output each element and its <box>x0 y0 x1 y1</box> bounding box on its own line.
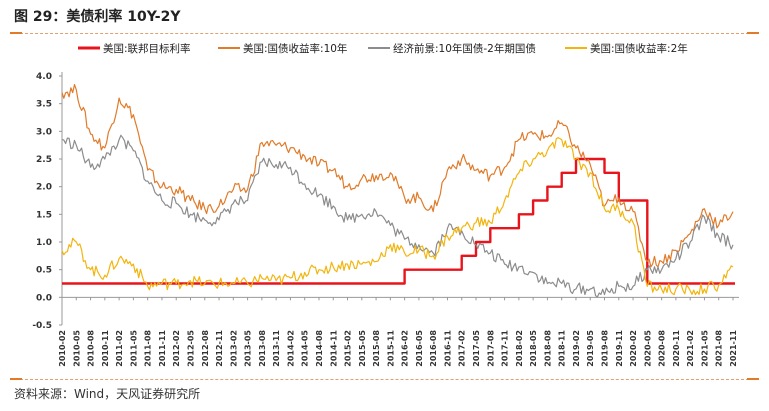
y-tick-label: -0.5 <box>32 321 52 331</box>
x-tick-label: 2011-02 <box>115 330 124 367</box>
legend-label-2: 经济前景:10年国债-2年期国债 <box>393 42 536 55</box>
x-tick-label: 2017-02 <box>458 330 467 367</box>
footer-corner-mark-right <box>747 378 759 380</box>
x-tick-label: 2012-05 <box>186 330 195 367</box>
x-tick-label: 2010-08 <box>87 330 96 367</box>
x-tick-label: 2011-11 <box>158 330 167 367</box>
x-tick-label: 2010-11 <box>101 330 110 367</box>
x-tick-label: 2017-11 <box>501 330 510 367</box>
y-axis: 4.0 3.5 3.0 2.5 2.0 1.5 1.0 0.5 0.0 -0.5 <box>32 72 63 331</box>
x-tick-label: 2010-02 <box>58 330 67 367</box>
source-note: 资料来源：Wind，天风证券研究所 <box>14 387 201 401</box>
y-tick-label: 2.5 <box>36 155 52 165</box>
x-tick-label: 2021-08 <box>715 330 724 367</box>
header-corner-mark-left <box>10 32 22 34</box>
x-tick-label: 2012-11 <box>215 330 224 367</box>
footer-corner-mark-left <box>10 378 22 380</box>
series-line-2 <box>61 134 734 298</box>
x-tick-label: 2013-08 <box>258 330 267 367</box>
y-tick-label: 0.5 <box>36 266 52 276</box>
x-tick-label: 2020-05 <box>643 330 652 367</box>
legend-label-1: 美国:国债收益率:10年 <box>243 42 347 55</box>
x-tick-label: 2013-11 <box>272 330 281 367</box>
x-tick-label: 2018-05 <box>529 330 538 367</box>
x-tick-label: 2010-05 <box>72 330 81 367</box>
x-tick-label: 2015-08 <box>372 330 381 367</box>
x-tick-label: 2013-02 <box>229 330 238 367</box>
series-line-3 <box>61 137 734 296</box>
y-tick-label: 0.0 <box>36 293 52 303</box>
x-tick-label: 2021-11 <box>729 330 738 367</box>
x-tick-label: 2016-02 <box>401 330 410 367</box>
header-divider <box>10 33 759 34</box>
x-tick-label: 2020-08 <box>658 330 667 367</box>
chart-legend: 美国:联邦目标利率 美国:国债收益率:10年 经济前景:10年国债-2年期国债 美国:… <box>78 42 688 55</box>
x-tick-label: 2016-11 <box>443 330 452 367</box>
series-line-1 <box>61 84 734 268</box>
x-tick-label: 2015-02 <box>344 330 353 367</box>
x-tick-label: 2014-11 <box>329 330 338 367</box>
y-tick-label: 3.5 <box>36 100 52 110</box>
x-tick-label: 2016-05 <box>415 330 424 367</box>
x-tick-label: 2011-05 <box>129 330 138 367</box>
y-tick-label: 4.0 <box>36 72 52 82</box>
series-line-0 <box>62 157 735 285</box>
x-tick-label: 2014-08 <box>315 330 324 367</box>
footer-divider <box>10 379 759 380</box>
legend-label-0: 美国:联邦目标利率 <box>103 42 191 55</box>
x-tick-label: 2011-08 <box>144 330 153 367</box>
x-tick-label: 2012-08 <box>201 330 210 367</box>
x-tick-label: 2018-02 <box>515 330 524 367</box>
x-tick-label: 2017-05 <box>472 330 481 367</box>
x-tick-label: 2017-08 <box>486 330 495 367</box>
x-tick-label: 2015-05 <box>358 330 367 367</box>
y-tick-label: 1.0 <box>36 238 52 248</box>
legend-label-3: 美国:国债收益率:2年 <box>590 42 688 55</box>
y-tick-label: 3.0 <box>36 127 52 137</box>
y-tick-label: 2.0 <box>36 183 52 193</box>
x-tick-label: 2020-02 <box>629 330 638 367</box>
x-tick-label: 2021-05 <box>700 330 709 367</box>
x-tick-label: 2019-02 <box>572 330 581 367</box>
x-tick-label: 2018-11 <box>558 330 567 367</box>
x-tick-label: 2016-08 <box>429 330 438 367</box>
chart-series <box>61 84 735 298</box>
x-axis: 2010-02 2010-05 2010-08 2010-11 2011-02 2011-… <box>58 296 739 367</box>
header-corner-mark-right <box>747 32 759 34</box>
x-tick-label: 2014-05 <box>301 330 310 367</box>
chart-title: 图 29：美债利率 10Y-2Y <box>14 9 181 25</box>
x-tick-label: 2019-08 <box>601 330 610 367</box>
x-tick-label: 2019-11 <box>615 330 624 367</box>
x-tick-label: 2012-02 <box>172 330 181 367</box>
x-tick-label: 2021-02 <box>686 330 695 367</box>
x-tick-label: 2018-08 <box>543 330 552 367</box>
x-tick-label: 2015-11 <box>386 330 395 367</box>
x-tick-label: 2014-02 <box>286 330 295 367</box>
y-tick-label: 1.5 <box>36 210 52 220</box>
x-tick-label: 2020-11 <box>672 330 681 367</box>
x-tick-label: 2013-05 <box>244 330 253 367</box>
x-tick-label: 2019-05 <box>586 330 595 367</box>
